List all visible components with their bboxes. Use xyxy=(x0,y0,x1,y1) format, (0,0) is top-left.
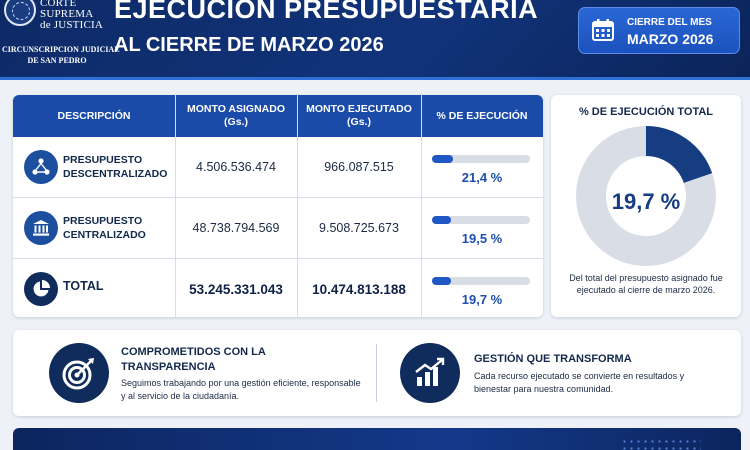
org-name-line: SUPREMA xyxy=(40,8,94,20)
column-divider xyxy=(421,95,422,317)
execution-donut xyxy=(576,126,716,266)
month-label: CIERRE DEL MES xyxy=(627,17,712,28)
org-name-line: CORTE xyxy=(40,0,77,9)
progress-fill xyxy=(432,216,452,224)
progress-fill xyxy=(432,155,453,163)
growth-chart-icon xyxy=(400,343,460,403)
progress-bar xyxy=(432,277,530,285)
cell-asignado: 4.506.536.474 xyxy=(196,160,276,174)
cell-ejecutado: 966.087.515 xyxy=(324,160,394,174)
summary-value: 19,7 % xyxy=(611,189,681,214)
table-row: PRESUPUESTO CENTRALIZADO 48.738.794.569 … xyxy=(13,198,543,258)
pie-chart-icon xyxy=(24,272,58,306)
summary-note: Del total del presupuesto asignado fue e… xyxy=(569,273,723,295)
progress-fill xyxy=(432,277,452,285)
cell-asignado: 48.738.794.569 xyxy=(192,221,280,235)
cell-porcentaje: 19,7 % xyxy=(461,292,503,307)
budget-table: DESCRIPCIÓN MONTO ASIGNADO (Gs.) MONTO E… xyxy=(13,95,543,317)
month-badge: CIERRE DEL MES MARZO 2026 xyxy=(578,7,740,54)
target-icon xyxy=(49,343,109,403)
court-seal-icon xyxy=(4,0,36,26)
info-card: COMPROMETIDOS CON LA TRANSPARENCIA Segui… xyxy=(13,330,741,416)
cell-asignado: 53.245.331.043 xyxy=(189,281,283,297)
column-header-asignado: MONTO ASIGNADO (Gs.) xyxy=(186,103,285,128)
info-text: Seguimos trabajando por una gestión efic… xyxy=(121,378,361,401)
summary-title: % DE EJECUCIÓN TOTAL xyxy=(578,106,714,118)
row-label: PRESUPUESTO DESCENTRALIZADO xyxy=(63,154,168,180)
footer-banner xyxy=(13,428,741,450)
info-divider xyxy=(376,344,377,402)
org-name: CORTE SUPREMA de JUSTICIA xyxy=(40,0,103,31)
decorative-dots xyxy=(621,438,701,450)
donut-segment-executed xyxy=(645,126,713,184)
execution-summary-card: % DE EJECUCIÓN TOTAL 19,7 % Del total de… xyxy=(551,95,741,317)
cell-ejecutado: 9.508.725.673 xyxy=(319,221,399,235)
column-header-ejecutado: MONTO EJECUTADO (Gs.) xyxy=(306,103,412,128)
network-icon xyxy=(24,150,58,184)
column-divider xyxy=(175,95,176,317)
table-header: DESCRIPCIÓN MONTO ASIGNADO (Gs.) MONTO E… xyxy=(13,95,543,137)
row-divider xyxy=(13,258,543,259)
month-value: MARZO 2026 xyxy=(627,31,714,47)
cell-porcentaje: 19,5 % xyxy=(461,231,503,246)
column-header-descripcion: DESCRIPCIÓN xyxy=(57,109,131,122)
page-subtitle: AL CIERRE DE MARZO 2026 xyxy=(114,34,384,56)
info-title: GESTIÓN QUE TRANSFORMA xyxy=(474,353,632,365)
court-logo: CORTE SUPREMA de JUSTICIA CIRCUNSCRIPCIO… xyxy=(0,0,120,78)
calendar-icon xyxy=(592,19,614,41)
org-sub-line: DE SAN PEDRO xyxy=(27,56,87,65)
cell-porcentaje: 21,4 % xyxy=(461,170,503,185)
row-divider xyxy=(13,197,543,198)
row-label: PRESUPUESTO CENTRALIZADO xyxy=(63,215,146,241)
column-divider xyxy=(297,95,298,317)
cell-ejecutado: 10.474.813.188 xyxy=(312,281,406,297)
info-title: COMPROMETIDOS CON LA TRANSPARENCIA xyxy=(121,346,266,373)
org-subtitle: CIRCUNSCRIPCION JUDICIAL DE SAN PEDRO xyxy=(2,44,120,66)
building-icon xyxy=(24,211,58,245)
org-name-line: de JUSTICIA xyxy=(40,19,104,31)
progress-bar xyxy=(432,155,530,163)
info-text: Cada recurso ejecutado se convierte en r… xyxy=(474,371,685,394)
table-row: PRESUPUESTO DESCENTRALIZADO 4.506.536.47… xyxy=(13,137,543,197)
column-header-porcentaje: % DE EJECUCIÓN xyxy=(436,109,528,122)
row-label: TOTAL xyxy=(63,279,104,293)
org-sub-line: CIRCUNSCRIPCION JUDICIAL xyxy=(2,45,120,54)
table-row-total: TOTAL 53.245.331.043 10.474.813.188 19,7… xyxy=(13,259,543,317)
progress-bar xyxy=(432,216,530,224)
page-title: EJECUCION PRESUPUESTARIA xyxy=(114,0,539,24)
header-banner: CORTE SUPREMA de JUSTICIA CIRCUNSCRIPCIO… xyxy=(0,0,750,80)
